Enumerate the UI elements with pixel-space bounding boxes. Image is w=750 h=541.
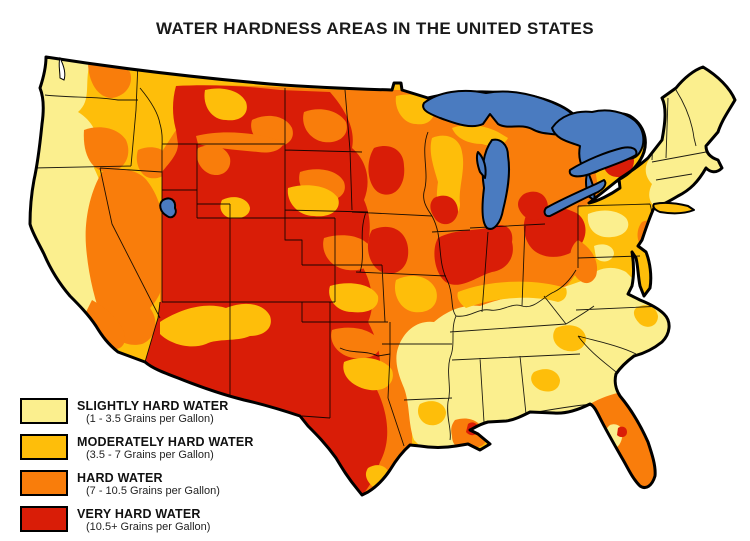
region-very-wisconsin-patch bbox=[430, 195, 458, 225]
legend-item-moderately-hard: MODERATELY HARD WATER (3.5 - 7 Grains pe… bbox=[20, 434, 254, 462]
region-hard-east-washington bbox=[88, 62, 132, 98]
region-hard-west-virginia-streak bbox=[570, 240, 598, 284]
region-very-minnesota bbox=[368, 146, 405, 195]
region-hard-nevada bbox=[85, 169, 166, 345]
puget-sound bbox=[58, 56, 66, 81]
legend-swatch-slightly-hard bbox=[20, 398, 68, 424]
region-moderate-kentucky-tennessee-strip bbox=[457, 281, 567, 308]
region-very-iowa bbox=[367, 226, 409, 274]
legend-label: MODERATELY HARD WATER bbox=[77, 435, 254, 450]
legend-label: SLIGHTLY HARD WATER bbox=[77, 399, 229, 413]
lake-ontario bbox=[568, 146, 638, 178]
lake-michigan bbox=[481, 138, 511, 230]
legend-swatch-hard bbox=[20, 470, 68, 497]
region-hard-nebraska-kansas-patch bbox=[323, 235, 373, 271]
region-very-ohio bbox=[523, 206, 586, 257]
region-slight-new-england bbox=[644, 66, 735, 206]
great-salt-lake bbox=[159, 197, 177, 219]
region-very-florida-dot bbox=[617, 426, 627, 438]
region-moderate-montana-patch bbox=[204, 88, 247, 121]
legend-range: (3.5 - 7 Grains per Gallon) bbox=[86, 449, 214, 462]
region-moderate-alabama-georgia-patch bbox=[531, 369, 560, 392]
legend-item-slightly-hard: SLIGHTLY HARD WATER (1 - 3.5 Grains per … bbox=[20, 398, 254, 426]
green-bay bbox=[475, 151, 487, 179]
region-moderate-missouri bbox=[394, 275, 437, 313]
region-moderate-carolina-coast-patch bbox=[633, 305, 658, 327]
lake-erie bbox=[543, 179, 607, 218]
region-hard-oklahoma-patch bbox=[331, 327, 381, 359]
region-hard-northwest-wyoming bbox=[196, 145, 231, 176]
region-hard-south-california bbox=[86, 300, 126, 350]
legend-label: HARD WATER bbox=[77, 471, 163, 486]
region-moderate-georgia-patch bbox=[553, 325, 586, 352]
region-very-michigan-patch bbox=[518, 191, 548, 221]
legend-range: (1 - 3.5 Grains per Gallon) bbox=[86, 413, 214, 426]
region-moderate-arizona-newmexico-belt bbox=[160, 303, 271, 347]
region-moderate-nebraska bbox=[287, 185, 339, 217]
legend: SLIGHTLY HARD WATER (1 - 3.5 Grains per … bbox=[20, 398, 254, 541]
state-borders bbox=[32, 61, 707, 447]
region-slight-pennsylvania bbox=[587, 210, 629, 238]
legend-swatch-very-hard bbox=[20, 506, 68, 533]
region-hard-east-oregon bbox=[83, 127, 129, 173]
legend-swatch-moderately-hard bbox=[20, 434, 68, 461]
legend-label: VERY HARD WATER bbox=[77, 507, 201, 522]
lakes bbox=[159, 89, 645, 230]
region-hard-north-dakota-patch bbox=[303, 109, 347, 143]
legend-range: (10.5+ Grains per Gallon) bbox=[86, 521, 211, 534]
region-moderate-south-wyoming bbox=[220, 197, 250, 219]
region-very-illinois-indiana bbox=[434, 224, 513, 285]
region-moderate-central-texas bbox=[343, 357, 393, 391]
legend-item-hard: HARD WATER (7 - 10.5 Grains per Gallon) bbox=[20, 470, 254, 498]
region-hard-florida bbox=[590, 392, 656, 488]
region-moderate-louisiana-patch bbox=[418, 401, 446, 426]
us-coast-outline bbox=[28, 55, 737, 497]
legend-item-very-hard: VERY HARD WATER (10.5+ Grains per Gallon… bbox=[20, 506, 254, 534]
long-island bbox=[652, 201, 695, 215]
page-title: WATER HARDNESS AREAS IN THE UNITED STATE… bbox=[156, 19, 594, 38]
region-moderate-kansas bbox=[329, 283, 379, 313]
region-slight-southeast bbox=[396, 267, 670, 448]
legend-range: (7 - 10.5 Grains per Gallon) bbox=[86, 485, 220, 498]
